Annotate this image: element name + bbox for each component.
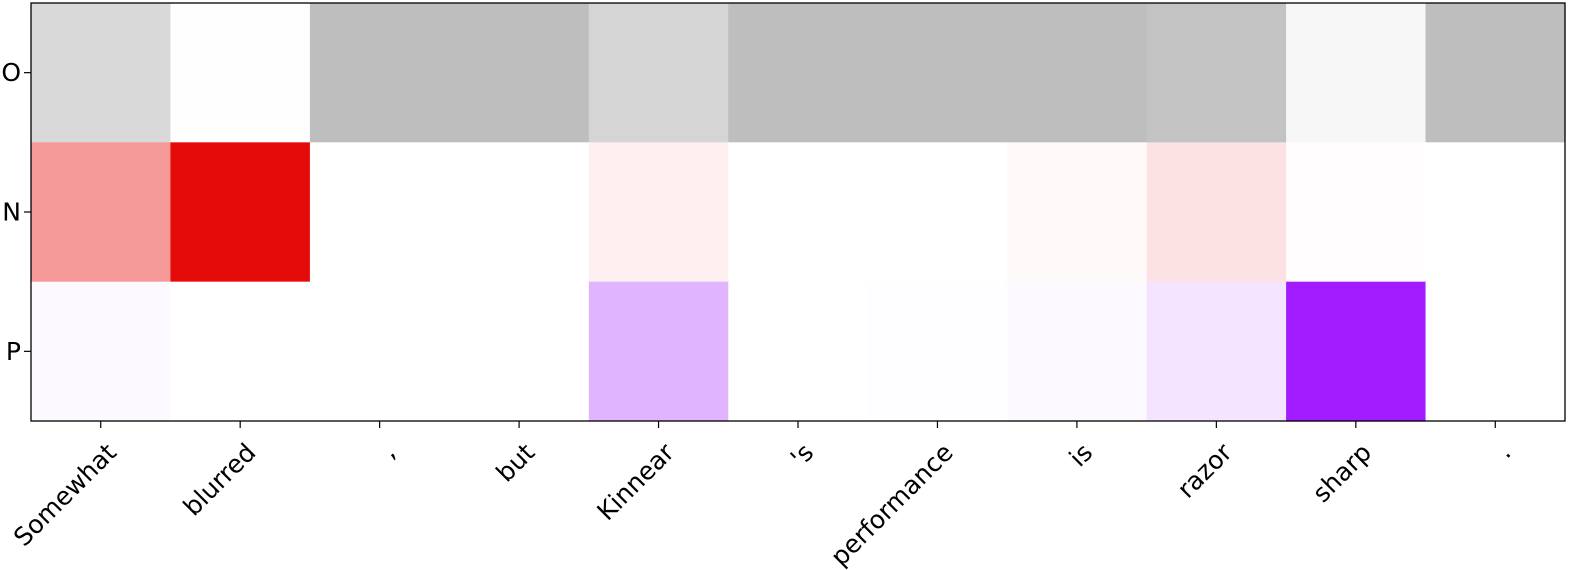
x-tick-label-but: but xyxy=(490,438,540,488)
x-tick-label-s: 's xyxy=(785,438,820,473)
x-tick-label-sharp: sharp xyxy=(1307,438,1377,508)
heatmap-cell-p-9 xyxy=(1286,281,1427,422)
heatmap-cell-p-5 xyxy=(728,281,869,422)
x-tick-label-somewhat: Somewhat xyxy=(8,438,122,552)
y-tick-label-n: N xyxy=(2,198,21,227)
heatmap-cell-n-3 xyxy=(449,142,590,283)
heatmap-cell-n-2 xyxy=(309,142,450,283)
heatmap-cell-n-8 xyxy=(1146,142,1287,283)
x-tick-label-performance: performance xyxy=(825,438,959,570)
heatmap-cell-p-8 xyxy=(1146,281,1287,422)
heatmap-cell-o-10 xyxy=(1425,3,1566,143)
x-tick-label-kinnear: Kinnear xyxy=(591,437,680,526)
heatmap-cell-o-5 xyxy=(728,3,869,143)
x-tick-label-razor: razor xyxy=(1172,437,1238,503)
y-tick-label-p: P xyxy=(6,337,21,366)
x-tick-label-blurred: blurred xyxy=(178,438,262,522)
heatmap-cell-o-2 xyxy=(309,3,450,143)
heatmap-cell-o-6 xyxy=(867,3,1008,143)
x-tick-label-punct: . xyxy=(1490,438,1516,464)
heatmap-cell-p-7 xyxy=(1007,281,1148,422)
heatmap-cell-o-4 xyxy=(588,3,729,143)
heatmap-cell-o-3 xyxy=(449,3,590,143)
heatmap-cell-n-4 xyxy=(588,142,729,283)
heatmap-cell-n-6 xyxy=(867,142,1008,283)
heatmap-cell-p-4 xyxy=(588,281,729,422)
heatmap-cell-p-10 xyxy=(1425,281,1566,422)
heatmap-cell-p-2 xyxy=(309,281,450,422)
y-axis: O N P xyxy=(1,58,31,366)
heatmap-cell-n-0 xyxy=(31,142,172,283)
heatmap-cell-n-1 xyxy=(170,142,311,283)
heatmap-cell-o-1 xyxy=(170,3,311,143)
heatmap-cell-o-8 xyxy=(1146,3,1287,143)
x-tick-label-is: is xyxy=(1064,438,1099,473)
heatmap-cell-n-10 xyxy=(1425,142,1566,283)
heatmap-cell-p-0 xyxy=(31,281,172,422)
heatmap-cells xyxy=(31,3,1566,422)
y-tick-label-o: O xyxy=(1,58,21,87)
heatmap-cell-p-6 xyxy=(867,281,1008,422)
heatmap-cell-n-7 xyxy=(1007,142,1148,283)
heatmap-cell-o-7 xyxy=(1007,3,1148,143)
heatmap-cell-n-9 xyxy=(1286,142,1427,283)
x-tick-label-punct: , xyxy=(375,438,401,464)
x-axis: Somewhat blurred, but Kinnear 's performance i… xyxy=(8,421,1517,570)
heatmap-cell-n-5 xyxy=(728,142,869,283)
heatmap-cell-p-1 xyxy=(170,281,311,422)
heatmap-cell-o-0 xyxy=(31,3,172,143)
heatmap-cell-o-9 xyxy=(1286,3,1427,143)
heatmap-cell-p-3 xyxy=(449,281,590,422)
